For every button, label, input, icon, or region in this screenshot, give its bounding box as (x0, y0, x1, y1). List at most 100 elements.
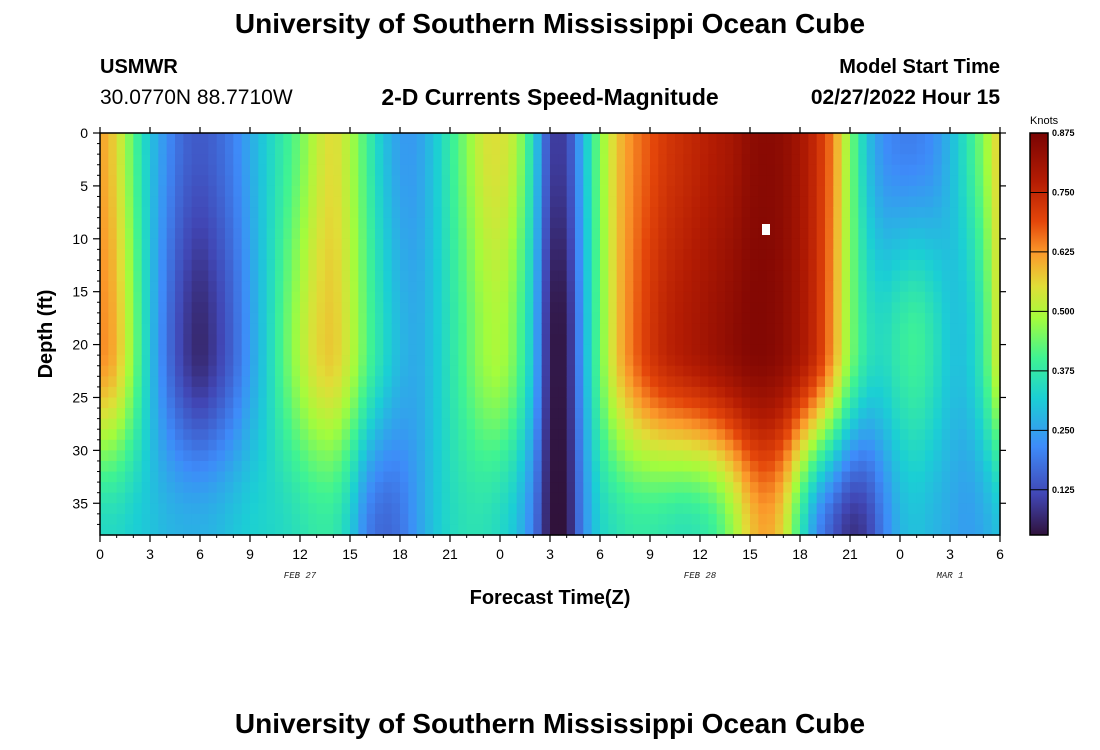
heatmap-cell (141, 238, 151, 250)
heatmap-cell (650, 270, 659, 282)
heatmap-cell (450, 376, 459, 388)
heatmap-cell (766, 249, 776, 261)
heatmap-cell (891, 450, 901, 462)
heatmap-cell (516, 143, 526, 155)
heatmap-cell (366, 418, 376, 430)
heatmap-cell (691, 302, 701, 314)
heatmap-cell (391, 344, 401, 356)
heatmap-cell (641, 185, 651, 198)
heatmap-cell (191, 524, 201, 536)
heatmap-cell (225, 429, 234, 441)
heatmap-cell (775, 196, 784, 208)
heatmap-cell (641, 513, 651, 526)
heatmap-cell (358, 291, 368, 303)
heatmap-cell (950, 323, 959, 335)
heatmap-cell (808, 270, 818, 282)
heatmap-cell (283, 513, 293, 526)
heatmap-cell (725, 217, 734, 229)
heatmap-cell (466, 259, 476, 272)
heatmap-cell (258, 281, 268, 293)
heatmap-cell (208, 312, 218, 325)
heatmap-cell (241, 143, 251, 155)
heatmap-cell (608, 503, 618, 515)
heatmap-cell (225, 323, 234, 335)
heatmap-cell (533, 323, 543, 335)
colorbar-tick-label: 0.750 (1052, 187, 1075, 197)
heatmap-cell (350, 133, 359, 145)
heatmap-cell (858, 228, 868, 240)
heatmap-cell (833, 429, 843, 441)
heatmap-cell (108, 291, 118, 303)
heatmap-cell (591, 439, 601, 451)
heatmap-cell (591, 397, 601, 409)
heatmap-cell (600, 312, 609, 325)
heatmap-cell (958, 143, 968, 155)
heatmap-cell (175, 492, 184, 504)
heatmap-cell (391, 418, 401, 430)
heatmap-cell (600, 143, 609, 155)
heatmap-cell (416, 185, 426, 198)
heatmap-cell (691, 196, 701, 208)
heatmap-cell (475, 323, 484, 335)
y-tick-label: 30 (72, 442, 88, 458)
heatmap-cell (675, 334, 684, 346)
heatmap-cell (766, 291, 776, 303)
heatmap-cell (975, 439, 984, 451)
heatmap-cell (650, 386, 659, 399)
heatmap-cell (108, 207, 118, 219)
heatmap-cell (883, 386, 893, 399)
heatmap-cell (558, 175, 568, 187)
heatmap-cell (166, 259, 176, 272)
heatmap-cell (658, 365, 668, 377)
heatmap-cell (300, 429, 309, 441)
heatmap-cell (200, 460, 209, 473)
heatmap-cell (216, 376, 226, 388)
heatmap-cell (600, 376, 609, 388)
heatmap-cell (500, 196, 509, 208)
heatmap-cell (941, 429, 951, 441)
heatmap-cell (933, 334, 943, 346)
heatmap-cell (283, 503, 293, 515)
heatmap-cell (825, 408, 834, 420)
heatmap-cell (575, 312, 584, 325)
heatmap-cell (766, 228, 776, 240)
heatmap-cell (250, 270, 259, 282)
heatmap-cell (225, 397, 234, 409)
heatmap-cell (308, 281, 318, 293)
heatmap-cell (808, 503, 818, 515)
heatmap-cell (525, 355, 534, 367)
heatmap-cell (750, 196, 759, 208)
heatmap-cell (475, 207, 484, 219)
heatmap-cell (558, 334, 568, 346)
heatmap-cell (783, 259, 793, 272)
heatmap-cell (366, 270, 376, 282)
heatmap-cell (308, 450, 318, 462)
heatmap-cell (441, 376, 451, 388)
heatmap-cell (866, 386, 876, 399)
heatmap-cell (233, 439, 243, 451)
heatmap-cell (183, 344, 193, 356)
heatmap-cell (708, 133, 718, 145)
heatmap-cell (916, 185, 926, 198)
heatmap-cell (683, 334, 693, 346)
heatmap-cell (333, 164, 343, 176)
heatmap-cell (583, 154, 593, 166)
heatmap-cell (850, 344, 859, 356)
heatmap-cell (283, 238, 293, 250)
heatmap-cell (983, 133, 993, 145)
heatmap-cell (808, 238, 818, 250)
heatmap-cell (200, 312, 209, 325)
heatmap-cell (258, 196, 268, 208)
y-tick-label: 20 (72, 337, 88, 353)
heatmap-cell (358, 344, 368, 356)
heatmap-cell (441, 344, 451, 356)
heatmap-cell (775, 386, 784, 399)
heatmap-cell (516, 196, 526, 208)
heatmap-cell (491, 238, 501, 250)
heatmap-cell (608, 482, 618, 494)
date-label: FEB 27 (284, 571, 317, 581)
heatmap-cell (625, 365, 634, 377)
heatmap-cell (691, 386, 701, 399)
heatmap-cell (508, 397, 518, 409)
heatmap-cell (766, 397, 776, 409)
